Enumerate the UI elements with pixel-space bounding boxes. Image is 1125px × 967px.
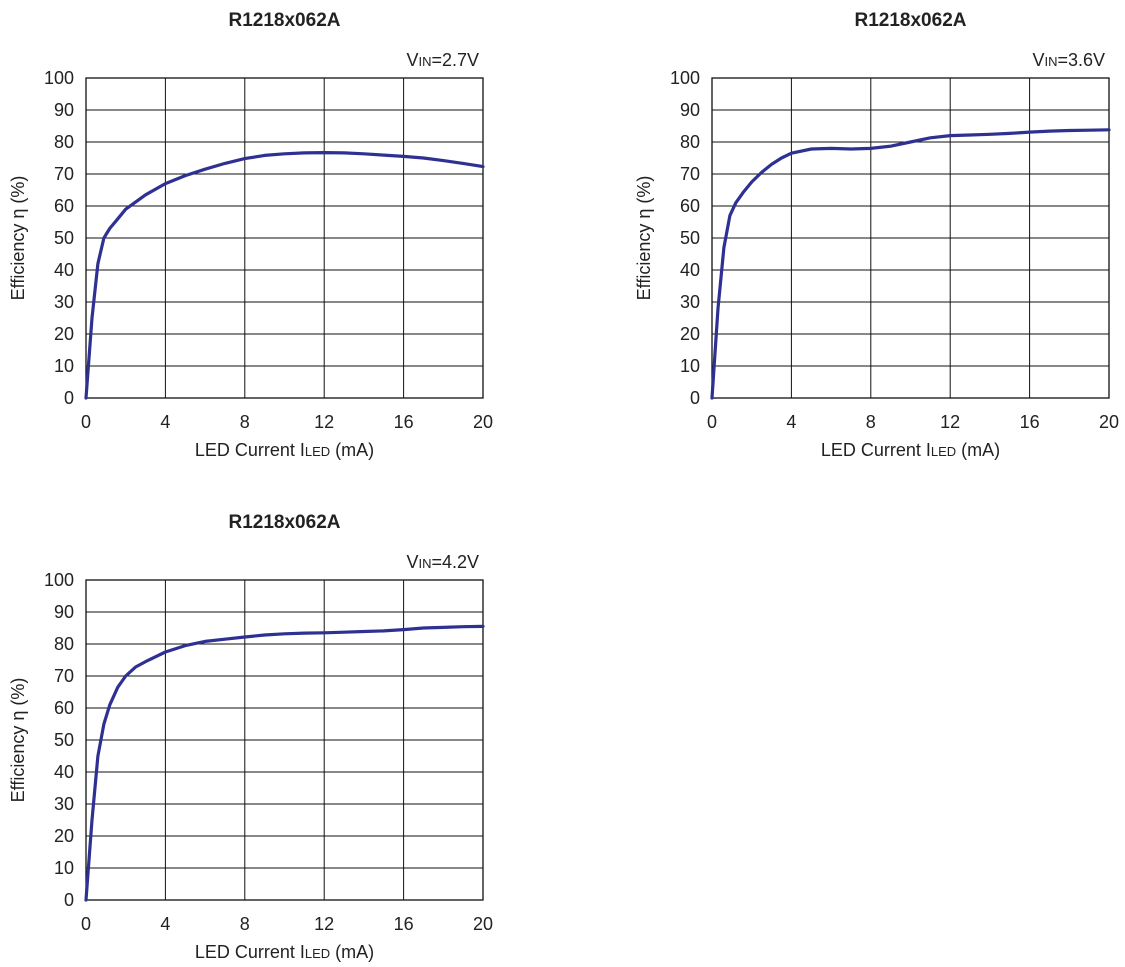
x-tick-label: 12 [314,914,334,934]
y-tick-label: 10 [680,356,700,376]
plot-frame [711,77,1110,399]
condition-value: =4.2V [431,552,479,572]
condition-prefix: V [406,552,418,572]
y-tick-label: 20 [54,826,74,846]
condition-prefix: V [406,50,418,70]
x-tick-label: 12 [940,412,960,432]
plot-frame [85,579,484,901]
x-tick-label: 0 [81,914,91,934]
chart-title: R1218x062A [229,10,341,31]
x-tick-label: 16 [394,412,414,432]
x-axis-label-unit: (mA) [330,942,374,962]
y-tick-label: 40 [54,762,74,782]
y-tick-label: 70 [680,164,700,184]
y-tick-label: 50 [54,730,74,750]
y-tick-label: 50 [54,228,74,248]
x-axis-label-main: LED Current I [195,440,305,460]
x-axis-label-unit: (mA) [956,440,1000,460]
y-tick-label: 100 [670,68,700,88]
efficiency-line [710,128,1111,400]
y-tick-label: 30 [54,292,74,312]
y-tick-label: 30 [54,794,74,814]
x-tick-label: 4 [786,412,796,432]
y-tick-label: 60 [680,196,700,216]
y-tick-label: 90 [54,100,74,120]
y-axis-label: Efficiency η (%) [634,176,654,301]
y-tick-label: 80 [54,634,74,654]
plot-frame [85,77,484,399]
y-tick-label: 80 [680,132,700,152]
condition-value: =3.6V [1057,50,1105,70]
y-tick-label: 30 [680,292,700,312]
y-tick-label: 40 [680,260,700,280]
x-tick-label: 20 [1099,412,1119,432]
x-tick-label: 0 [707,412,717,432]
y-tick-label: 90 [54,602,74,622]
y-tick-label: 40 [54,260,74,280]
x-tick-label: 12 [314,412,334,432]
y-tick-label: 10 [54,356,74,376]
x-tick-label: 4 [160,412,170,432]
y-tick-label: 20 [680,324,700,344]
y-tick-label: 100 [44,570,74,590]
x-tick-label: 16 [394,914,414,934]
condition-prefix: V [1032,50,1044,70]
condition-subscript: IN [418,556,431,571]
chart-title: R1218x062A [855,10,967,31]
y-tick-label: 0 [690,388,700,408]
y-tick-label: 100 [44,68,74,88]
y-tick-label: 70 [54,164,74,184]
x-tick-label: 8 [240,412,250,432]
x-axis-label: LED Current ILED (mA) [195,942,374,962]
x-tick-label: 0 [81,412,91,432]
y-axis-label: Efficiency η (%) [8,176,28,301]
x-tick-label: 20 [473,914,493,934]
condition-label: VIN=2.7V [406,50,479,70]
chart-title: R1218x062A [229,512,341,533]
y-tick-label: 60 [54,196,74,216]
efficiency-line [84,151,485,400]
x-tick-label: 8 [240,914,250,934]
x-tick-label: 16 [1020,412,1040,432]
x-axis-label-unit: (mA) [330,440,374,460]
x-tick-label: 8 [866,412,876,432]
x-axis-label-subscript: LED [305,444,330,459]
y-tick-label: 50 [680,228,700,248]
condition-label: VIN=4.2V [406,552,479,572]
efficiency-chart-2: R1218x062AVIN=3.6V0102030405060708090100… [634,10,1119,460]
x-axis-label: LED Current ILED (mA) [195,440,374,460]
condition-label: VIN=3.6V [1032,50,1105,70]
y-tick-label: 10 [54,858,74,878]
x-tick-label: 20 [473,412,493,432]
x-axis-label-main: LED Current I [821,440,931,460]
x-axis-label-main: LED Current I [195,942,305,962]
y-tick-label: 20 [54,324,74,344]
y-tick-label: 80 [54,132,74,152]
efficiency-line [84,624,485,902]
x-axis-label-subscript: LED [931,444,956,459]
x-axis-label: LED Current ILED (mA) [821,440,1000,460]
y-tick-label: 0 [64,388,74,408]
efficiency-chart-1: R1218x062AVIN=2.7V0102030405060708090100… [8,10,493,460]
y-tick-label: 90 [680,100,700,120]
x-axis-label-subscript: LED [305,946,330,961]
y-tick-label: 60 [54,698,74,718]
efficiency-chart-3: R1218x062AVIN=4.2V0102030405060708090100… [8,512,493,962]
condition-subscript: IN [418,54,431,69]
y-tick-label: 0 [64,890,74,910]
condition-value: =2.7V [431,50,479,70]
x-tick-label: 4 [160,914,170,934]
condition-subscript: IN [1044,54,1057,69]
y-axis-label: Efficiency η (%) [8,678,28,803]
y-tick-label: 70 [54,666,74,686]
